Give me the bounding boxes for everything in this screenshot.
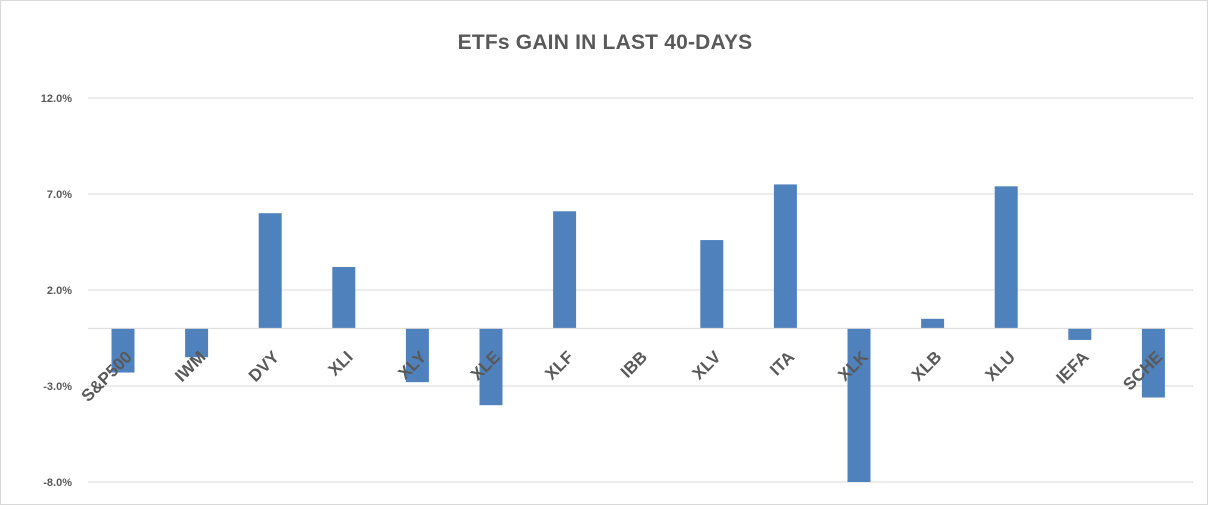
category-label: IEFA (1052, 347, 1092, 387)
bar-xlv (700, 240, 724, 329)
category-label: XLU (982, 347, 1019, 384)
y-tick-label: 12.0% (41, 93, 72, 105)
y-tick-label: 7.0% (47, 189, 72, 201)
category-label: XLI (324, 347, 356, 379)
category-label: ITA (766, 347, 798, 379)
bars (111, 184, 1165, 482)
bar-sp500 (111, 328, 135, 373)
category-label: IBB (617, 347, 651, 381)
category-label: XLF (541, 347, 577, 383)
bar-xlb (921, 318, 945, 329)
y-tick-label: -8.0% (43, 477, 72, 489)
category-label: S&P500 (78, 347, 136, 405)
y-tick-label: 2.0% (47, 285, 72, 297)
bar-ita (773, 184, 797, 329)
category-label: XLV (689, 347, 725, 383)
category-labels: S&P500 IWM DVY XLI XLY XLE XLF IBB XLV ITA XLK XLB X… (78, 347, 1167, 406)
bar-xli (332, 266, 356, 329)
chart-title: ETFs GAIN IN LAST 40-DAYS (457, 31, 753, 54)
y-tick-label: -3.0% (43, 381, 72, 393)
bar-xly (405, 328, 429, 383)
gridlines (88, 97, 1193, 483)
category-label: DVY (245, 347, 284, 386)
bar-xle (479, 328, 503, 406)
y-axis-tick-labels: 12.0% 7.0% 2.0% -3.0% -8.0% (41, 93, 72, 489)
bar-xlf (553, 211, 577, 329)
bar-iefa (1068, 328, 1092, 340)
category-label: XLB (908, 347, 945, 384)
bar-xlu (994, 186, 1018, 329)
bar-xlk (847, 328, 871, 482)
bar-iwm (185, 328, 209, 358)
bar-sche (1141, 328, 1165, 398)
bar-dvy (258, 213, 282, 329)
